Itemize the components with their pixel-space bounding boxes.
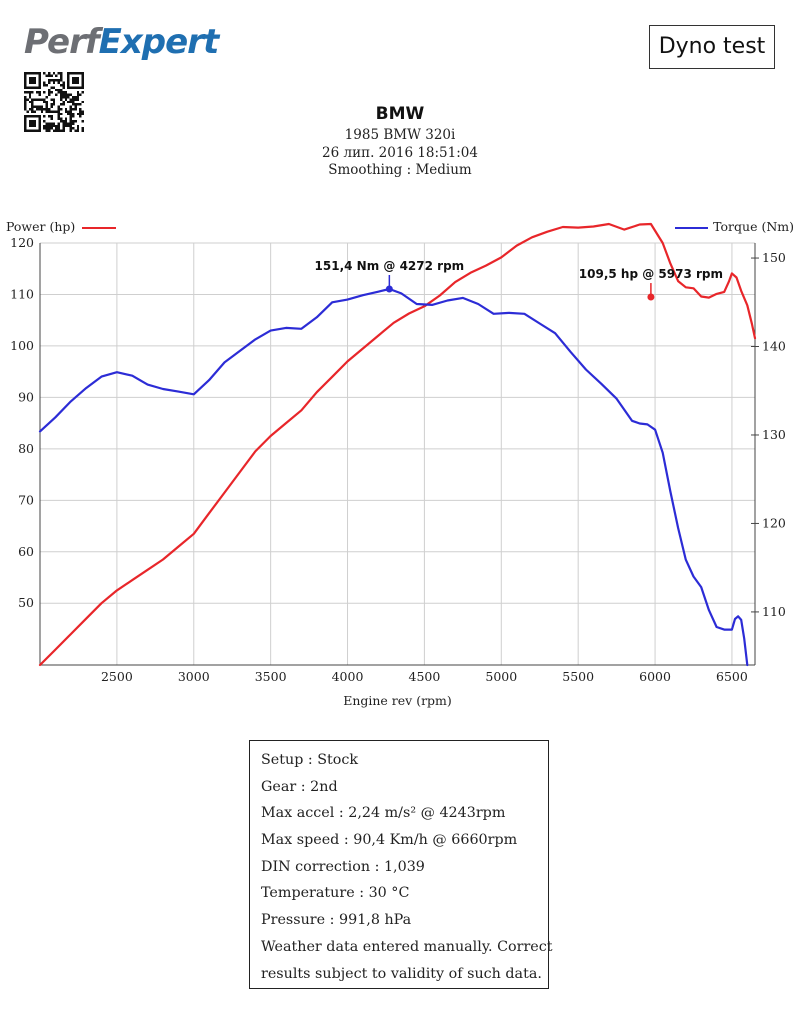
setup-line: Max speed : 90,4 Km/h @ 6660rpm: [261, 832, 518, 849]
y-left-tick-label: 60: [18, 544, 34, 559]
annotation-label: 109,5 hp @ 5973 rpm: [579, 267, 723, 281]
torque-series-line: [38, 287, 749, 667]
smoothing-label: Smoothing : Medium: [328, 162, 472, 178]
y-left-tick-label: 80: [18, 441, 34, 456]
chart-title: BMW: [375, 104, 425, 124]
dyno-chart: 2500 3000 3500 4000 4500 5000 5500 6000 6500 50 60…: [6, 219, 794, 708]
x-tick-label: 4500: [409, 669, 441, 684]
x-tick-label: 6000: [639, 669, 671, 684]
x-tick-label: 5000: [485, 669, 517, 684]
chart-axes: [39, 243, 756, 666]
annotation-label: 151,4 Nm @ 4272 rpm: [315, 259, 465, 273]
qr-code-icon: [24, 72, 84, 132]
annotation-point: [385, 285, 393, 293]
y-right-tick-label: 130: [762, 427, 786, 442]
y-right-tick-label: 150: [762, 250, 786, 265]
y-right-tick-label: 110: [762, 604, 786, 619]
setup-info-box: Setup : Stock Gear : 2nd Max accel : 2,24 …: [249, 740, 553, 989]
setup-line: Weather data entered manually. Correct: [261, 938, 553, 955]
x-tick-label: 4000: [332, 669, 364, 684]
annotation-point: [647, 293, 655, 301]
y-right-tick-label: 120: [762, 515, 786, 530]
setup-line: DIN correction : 1,039: [261, 858, 425, 875]
y-left-tick-label: 100: [10, 338, 34, 353]
setup-line: Max accel : 2,24 m/s² @ 4243rpm: [261, 805, 506, 822]
x-tick-label: 2500: [101, 669, 133, 684]
svg-text:PerfExpert: PerfExpert: [24, 22, 221, 62]
y-left-tick-label: 110: [10, 286, 34, 301]
legend-power-label: Power (hp): [6, 219, 75, 234]
setup-line: Setup : Stock: [261, 752, 359, 768]
x-tick-label: 3500: [255, 669, 287, 684]
chart-curves: [38, 222, 757, 667]
x-tick-label: 5500: [562, 669, 594, 684]
chart-ticks: 2500 3000 3500 4000 4500 5000 5500 6000 6500 50 60…: [10, 235, 786, 708]
x-axis-label: Engine rev (rpm): [343, 693, 452, 708]
y-left-tick-label: 90: [18, 389, 34, 404]
chart-annotations: 109,5 hp @ 5973 rpm 151,4 Nm @ 4272 rpm: [315, 259, 723, 301]
y-left-tick-label: 50: [18, 595, 34, 610]
dyno-test-badge: Dyno test: [649, 25, 775, 69]
power-series-line: [38, 222, 757, 667]
x-tick-label: 3000: [178, 669, 210, 684]
y-right-tick-label: 140: [762, 339, 786, 354]
x-tick-label: 6500: [716, 669, 748, 684]
chart-subtitle: 1985 BMW 320i: [344, 127, 456, 143]
chart-date: 26 лип. 2016 18:51:04: [322, 145, 478, 161]
setup-line: Pressure : 991,8 hPa: [261, 912, 412, 929]
chart-legend: Power (hp) Torque (Nm): [6, 219, 794, 234]
legend-torque-label: Torque (Nm): [713, 219, 794, 234]
setup-line: Gear : 2nd: [261, 778, 338, 795]
y-left-tick-label: 70: [18, 492, 34, 507]
perfexpert-logo: PerfExpert: [24, 22, 222, 62]
setup-line: results subject to validity of such data…: [261, 965, 542, 982]
setup-line: Temperature : 30 °C: [261, 885, 410, 902]
y-left-tick-label: 120: [10, 235, 34, 250]
chart-grid: [40, 242, 755, 665]
